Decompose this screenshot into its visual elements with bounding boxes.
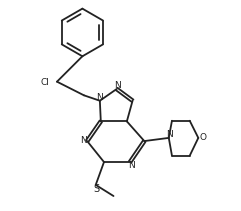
Text: N: N [96,93,103,102]
Text: N: N [128,161,135,170]
Text: S: S [93,184,100,194]
Text: N: N [80,136,87,145]
Text: N: N [166,130,173,139]
Text: N: N [114,81,121,90]
Text: Cl: Cl [40,78,49,87]
Text: O: O [199,133,206,142]
